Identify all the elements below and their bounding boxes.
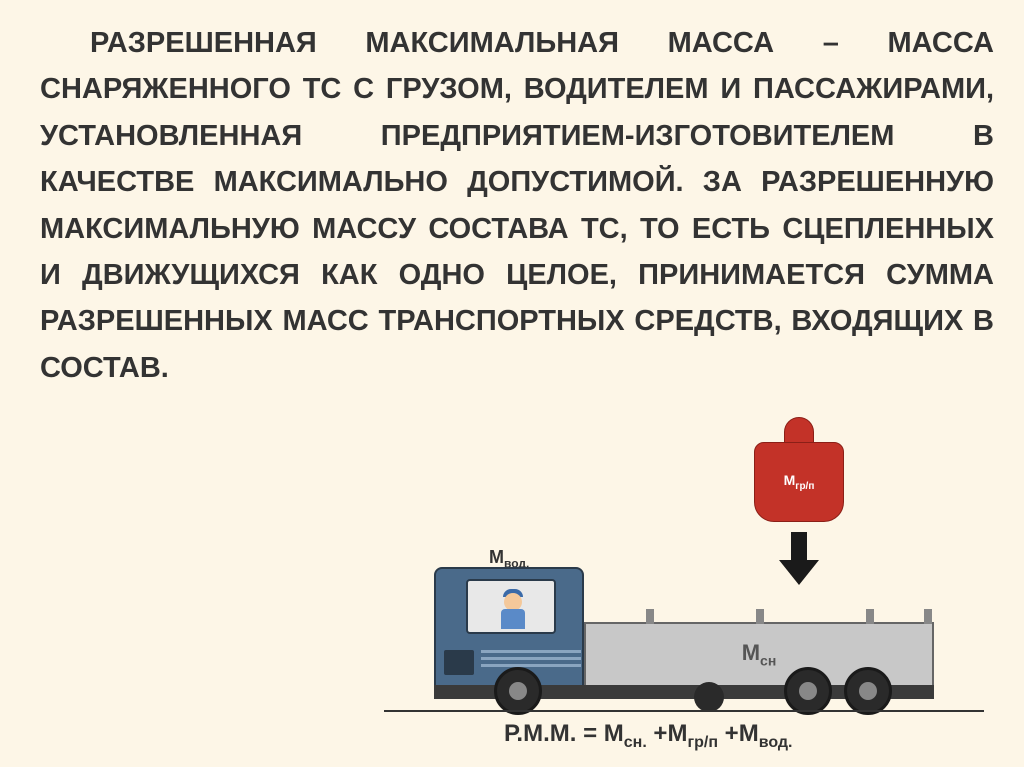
- driver-body: [501, 609, 525, 629]
- bed-post: [756, 609, 764, 624]
- formula-sub: гр/п: [687, 734, 718, 751]
- formula-sub: сн.: [624, 734, 647, 751]
- cab-window: [466, 579, 556, 634]
- weight-body: Мгр/п: [754, 442, 844, 522]
- formula-sub: вод.: [759, 734, 793, 751]
- cargo-weight-icon: Мгр/п: [754, 417, 844, 527]
- bed-post: [866, 609, 874, 624]
- wheel-icon: [494, 667, 542, 715]
- label-sub: гр/п: [795, 481, 814, 492]
- curb-mass-label: Мсн: [742, 640, 777, 668]
- formula-term: М: [604, 720, 624, 747]
- formula-plus: +: [647, 720, 668, 747]
- spare-wheel-icon: [694, 682, 724, 712]
- label-m: М: [784, 472, 796, 488]
- definition-text-block: Разрешенная максимальная масса – масса с…: [0, 0, 1024, 411]
- truck-diagram: Мгр/п Мвод.: [384, 417, 984, 757]
- bed-post: [646, 609, 654, 624]
- bed-post: [924, 609, 932, 624]
- truck-icon: Мсн: [434, 567, 934, 707]
- formula-term: М: [739, 720, 759, 747]
- cargo-mass-label: Мгр/п: [784, 472, 815, 492]
- wheel-icon: [844, 667, 892, 715]
- cab-grille: [444, 650, 474, 675]
- mass-formula: Р.М.М. = Мсн. +Мгр/п +Мвод.: [504, 720, 792, 752]
- label-sub: сн: [760, 653, 776, 669]
- ground-line: [384, 710, 984, 712]
- formula-term: М: [667, 720, 687, 747]
- label-m: М: [489, 547, 504, 567]
- wheel-icon: [784, 667, 832, 715]
- arrow-shaft: [791, 532, 807, 562]
- label-m: М: [742, 640, 760, 665]
- formula-plus: +: [718, 720, 739, 747]
- driver-figure-icon: [498, 589, 528, 629]
- definition-text: Разрешенная максимальная масса – масса с…: [40, 20, 994, 391]
- formula-lhs: Р.М.М. =: [504, 720, 604, 747]
